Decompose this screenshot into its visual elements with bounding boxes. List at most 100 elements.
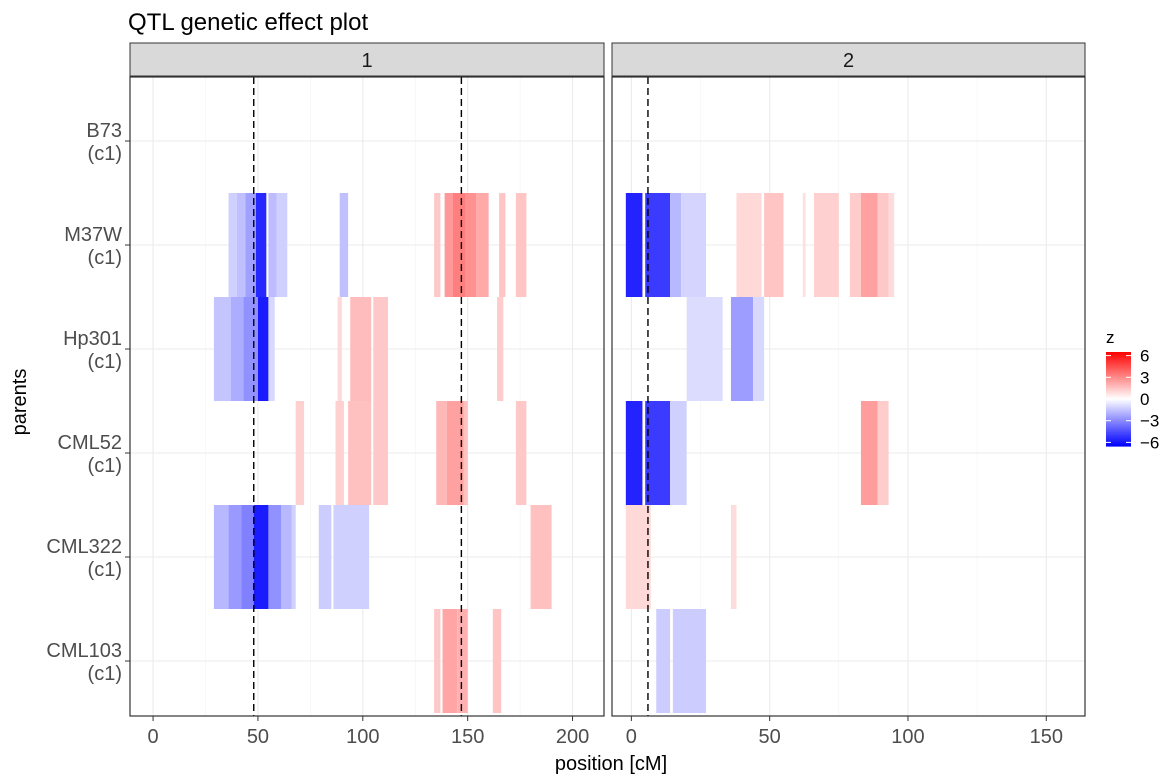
facet-strip: [611, 42, 1086, 77]
chart-title: QTL genetic effect plot: [128, 9, 368, 36]
facet-strip-label: 2: [843, 50, 854, 72]
x-axis: 0 50 100 150 200: [148, 716, 589, 748]
legend-color-step: [1106, 397, 1131, 400]
heatmap-cell: [499, 193, 506, 297]
legend-color-step: [1106, 420, 1131, 424]
legend-color-step: [1106, 355, 1131, 358]
legend-color-step: [1106, 381, 1131, 384]
legend-color-step: [1106, 441, 1131, 444]
heatmap-cell: [463, 401, 468, 505]
legend-color-step: [1106, 409, 1131, 413]
heatmap-cell: [295, 401, 305, 505]
heatmap-cell: [860, 401, 878, 505]
legend-color-step: [1106, 391, 1131, 394]
heatmap-cell: [228, 193, 237, 297]
legend-color-step: [1106, 364, 1131, 367]
heatmap-cell: [339, 193, 349, 297]
y-tick-line: (c1): [88, 663, 122, 685]
heatmap-cell: [670, 401, 687, 505]
heatmap-cell: [645, 193, 671, 297]
heatmap-cell: [255, 193, 267, 297]
legend-color-step: [1106, 438, 1131, 441]
legend-color-step: [1106, 435, 1131, 438]
heatmap-cell: [291, 505, 296, 609]
legend-color-step: [1106, 431, 1131, 435]
y-tick-label: CML103 (c1): [46, 640, 122, 685]
facet-panel-1: 1 0 50 100 150 200: [129, 42, 605, 748]
legend-color-step: [1106, 392, 1131, 395]
legend-color-step: [1106, 388, 1131, 391]
legend-color-step: [1106, 408, 1131, 411]
heatmap-cell: [281, 505, 292, 609]
heatmap-cell: [849, 193, 861, 297]
heatmap-cell: [802, 193, 806, 297]
legend-title: z: [1106, 328, 1115, 347]
y-tick-label: CML52 (c1): [58, 432, 122, 477]
y-tick-labels: B73 (c1)M37W (c1)Hp301 (c1)CML52 (c1)CML322(…: [46, 120, 130, 685]
x-tick-label: 0: [148, 726, 159, 748]
heatmap-cell: [213, 297, 231, 401]
legend-color-step: [1106, 370, 1131, 373]
legend-color-step: [1106, 361, 1131, 364]
legend-color-step: [1106, 380, 1131, 383]
panel-border: [611, 76, 1086, 717]
x-tick-label: 0: [626, 726, 637, 748]
x-axis: 0 50 100 150: [626, 716, 1063, 748]
color-legend: z 6 3 0 −3 −6: [1106, 328, 1159, 452]
legend-color-step: [1106, 428, 1131, 431]
heatmap-cells: [213, 193, 552, 713]
heatmap-cell: [681, 193, 707, 297]
heatmap-cell: [860, 193, 878, 297]
heatmap-cell: [434, 609, 441, 713]
legend-color-step: [1106, 422, 1131, 425]
heatmap-cell: [333, 505, 370, 609]
heatmap-cell: [686, 297, 723, 401]
legend-color-step: [1106, 433, 1131, 436]
legend-tick-label: 0: [1140, 390, 1149, 409]
heatmap-cell: [813, 193, 839, 297]
heatmap-cell: [446, 401, 464, 505]
legend-color-step: [1106, 403, 1131, 406]
legend-color-step: [1106, 394, 1131, 397]
x-tick-label: 100: [346, 726, 379, 748]
legend-color-step: [1106, 352, 1131, 355]
heatmap-cell: [452, 193, 466, 297]
y-tick-line: (c1): [88, 247, 122, 269]
heatmap-cell: [877, 193, 889, 297]
legend-tick-label: 3: [1140, 368, 1149, 387]
legend-color-step: [1106, 424, 1131, 427]
legend-color-step: [1106, 356, 1131, 359]
panel-border: [129, 76, 605, 717]
heatmap-cell: [625, 401, 643, 505]
y-tick-line: (c1): [88, 559, 122, 581]
heatmap-cell: [672, 609, 707, 713]
legend-color-step: [1106, 372, 1131, 375]
legend-color-step: [1106, 436, 1131, 439]
x-tick-label: 150: [1030, 726, 1063, 748]
heatmap-cell: [335, 401, 344, 505]
legend-color-step: [1106, 411, 1131, 414]
heatmap-cell: [645, 401, 671, 505]
facet-strip-label: 1: [361, 50, 372, 72]
y-tick-line: (c1): [88, 351, 122, 373]
legend-color-step: [1106, 369, 1131, 372]
legend-color-step: [1106, 419, 1131, 422]
grid-lines: [612, 77, 1085, 716]
y-tick-label: M37W (c1): [64, 224, 122, 269]
x-tick-label: 50: [759, 726, 781, 748]
heatmap-cell: [373, 401, 388, 505]
heatmap-cell: [515, 401, 527, 505]
y-tick-label: B73 (c1): [86, 120, 122, 165]
x-axis-title: position [cM]: [555, 753, 667, 775]
heatmap-cell: [268, 193, 277, 297]
y-tick-line: (c1): [88, 455, 122, 477]
legend-color-step: [1106, 386, 1131, 389]
heatmap-cell: [670, 193, 682, 297]
legend-color-step: [1106, 405, 1131, 408]
heatmap-cells: [625, 193, 895, 713]
legend-color-step: [1106, 377, 1131, 380]
heatmap-cell: [877, 401, 889, 505]
facet-panel-2: 2 0 50 100 150: [611, 42, 1086, 748]
legend-color-step: [1106, 399, 1131, 402]
